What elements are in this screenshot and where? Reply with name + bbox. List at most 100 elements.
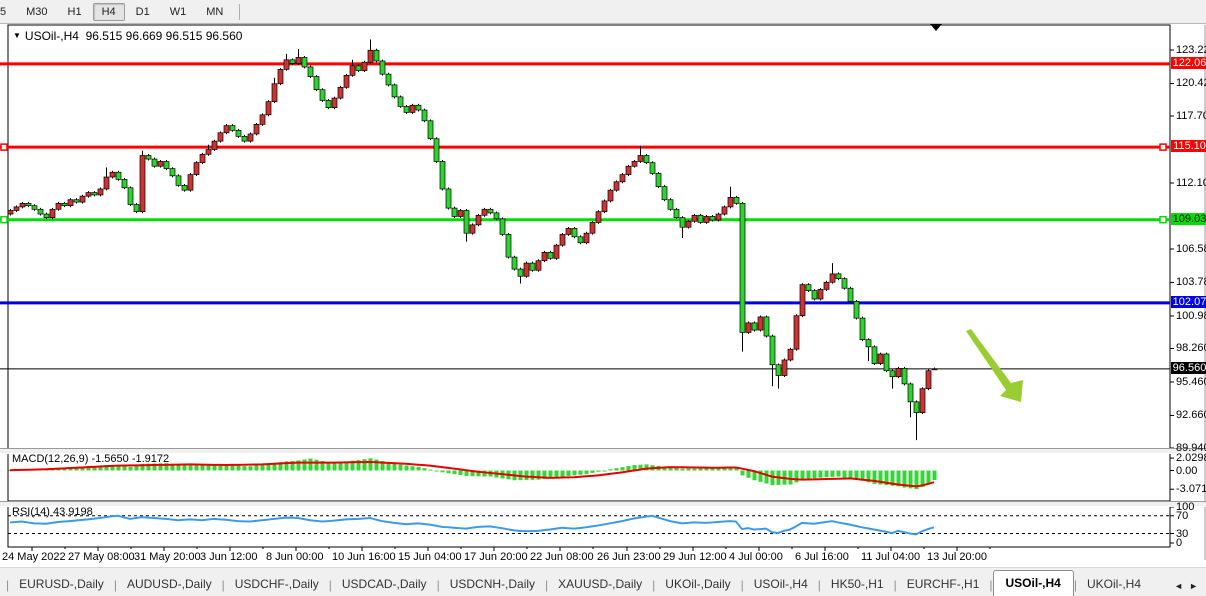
candle-body: [127, 187, 134, 205]
candle-body: [685, 220, 692, 228]
macd-bar: [134, 465, 139, 471]
candle-body: [523, 262, 530, 277]
macd-bar: [68, 467, 73, 471]
candle-body: [733, 196, 740, 204]
macd-bar: [470, 470, 475, 477]
time-axis-label: 22 Jun 08:00: [530, 551, 594, 563]
macd-bar: [392, 463, 397, 471]
chart-tab-usdcnh-daily[interactable]: USDCNH-,Daily: [449, 577, 536, 591]
candle-body: [583, 232, 590, 244]
candle-body: [19, 202, 26, 208]
candle-body: [403, 106, 410, 113]
macd-bar: [128, 466, 133, 471]
panel-splitter-rsi[interactable]: [0, 501, 1206, 507]
candle-body: [337, 86, 344, 99]
line-handle-right[interactable]: [1159, 143, 1167, 151]
candle-body: [151, 158, 158, 167]
chart-tab-hk50-h1[interactable]: HK50-,H1: [830, 577, 884, 591]
macd-bar: [854, 470, 859, 480]
chart-tab-usoil-h4[interactable]: USOil-,H4: [753, 577, 808, 591]
candle-body: [427, 120, 434, 140]
candle-body: [379, 60, 386, 75]
candle-body: [229, 125, 236, 131]
timeframe-button-mn[interactable]: MN: [206, 5, 224, 18]
candle-body: [307, 66, 314, 77]
candle-body: [517, 268, 524, 277]
chart-tab-usdchf-daily[interactable]: USDCHF-,Daily: [234, 577, 319, 591]
rsi-indicator-label: RSI(14) 43.9198: [12, 506, 93, 518]
time-axis-label: 31 May 20:00: [134, 551, 201, 563]
chart-tab-eurusd-daily[interactable]: EURUSD-,Daily: [19, 577, 104, 591]
macd-bar: [884, 470, 889, 486]
candle-body: [715, 213, 722, 221]
chart-tab-usoil-h4[interactable]: USOil-,H4: [992, 570, 1074, 596]
timeframe-button-m30[interactable]: M30: [26, 5, 48, 18]
macd-bar: [458, 470, 463, 476]
time-axis-label: 6 Jul 16:00: [795, 551, 849, 563]
candle-body: [475, 214, 482, 226]
line-handle-left[interactable]: [0, 143, 8, 151]
macd-bar: [260, 464, 265, 471]
chart-tab-xauusd-daily[interactable]: XAUUSD-,Daily: [558, 577, 643, 591]
candle-body: [217, 132, 224, 142]
timeframe-button-h4[interactable]: H4: [92, 2, 125, 21]
macd-bar: [596, 470, 601, 472]
panel-splitter-macd[interactable]: [0, 448, 1206, 454]
tab-separator: |: [328, 577, 332, 592]
macd-bar: [794, 470, 799, 483]
macd-bar: [122, 466, 127, 471]
macd-bar: [704, 468, 709, 471]
macd-bar: [380, 461, 385, 471]
chart-title: ▼ USOil-,H4 96.515 96.669 96.515 96.560: [13, 29, 242, 43]
macd-bar: [902, 470, 907, 488]
candle-body: [355, 65, 362, 71]
macd-bar: [230, 465, 235, 471]
macd-bar: [920, 470, 925, 487]
line-handle-left[interactable]: [0, 215, 8, 224]
timeframe-button-w1[interactable]: W1: [169, 5, 187, 18]
macd-bar: [590, 470, 595, 473]
scroll-to-end-marker-icon[interactable]: [930, 24, 942, 31]
chart-tab-ukoil-daily[interactable]: UKOil-,Daily: [665, 577, 731, 591]
chart-tab-usdcad-daily[interactable]: USDCAD-,Daily: [341, 577, 427, 591]
tab-separator: |: [436, 577, 440, 592]
macd-bar: [296, 460, 301, 471]
macd-bar: [386, 462, 391, 471]
candle-body: [703, 216, 710, 223]
chart-title-ohlc: 96.515 96.669 96.515 96.560: [85, 29, 243, 43]
chart-tab-eurchf-h1[interactable]: EURCHF-,H1: [906, 577, 980, 591]
trend-arrow-annotation[interactable]: [966, 329, 1023, 402]
candle-body: [919, 388, 926, 413]
macd-bar: [824, 470, 829, 478]
candle-body: [619, 174, 626, 183]
tab-scroll-left-icon[interactable]: ◄: [1174, 581, 1184, 591]
candle-body: [763, 316, 770, 337]
macd-bar: [446, 470, 451, 474]
candle-body: [493, 212, 500, 220]
chart-dropdown-icon[interactable]: ▼: [13, 31, 21, 40]
macd-bar: [758, 470, 763, 482]
macd-bar: [686, 468, 691, 471]
chart-tab-ukoil-h4[interactable]: UKOil-,H4: [1086, 577, 1141, 591]
timeframe-button-h1[interactable]: H1: [67, 5, 82, 18]
macd-bar: [860, 470, 865, 481]
line-handle-right[interactable]: [1159, 215, 1167, 224]
timeframe-toolbar: 5 M30 H1 H4 D1 W1 MN: [0, 0, 1206, 24]
tab-scroll-right-icon[interactable]: ►: [1189, 581, 1198, 591]
candle-body: [235, 130, 242, 137]
candle-body: [85, 192, 92, 197]
candle-body: [931, 368, 938, 371]
macd-bar: [602, 470, 607, 472]
macd-bar: [674, 467, 679, 471]
candle-body: [409, 104, 416, 113]
price-line-badge-115.10: 115.10: [1171, 140, 1206, 153]
macd-histogram: [8, 458, 937, 490]
timeframe-button-5[interactable]: 5: [0, 5, 7, 18]
rsi-line: [9, 514, 935, 536]
candle-body: [325, 100, 332, 108]
macd-bar: [818, 470, 823, 478]
macd-bar: [770, 470, 775, 486]
chart-tab-audusd-daily[interactable]: AUDUSD-,Daily: [126, 577, 212, 591]
timeframe-button-d1[interactable]: D1: [135, 5, 150, 18]
